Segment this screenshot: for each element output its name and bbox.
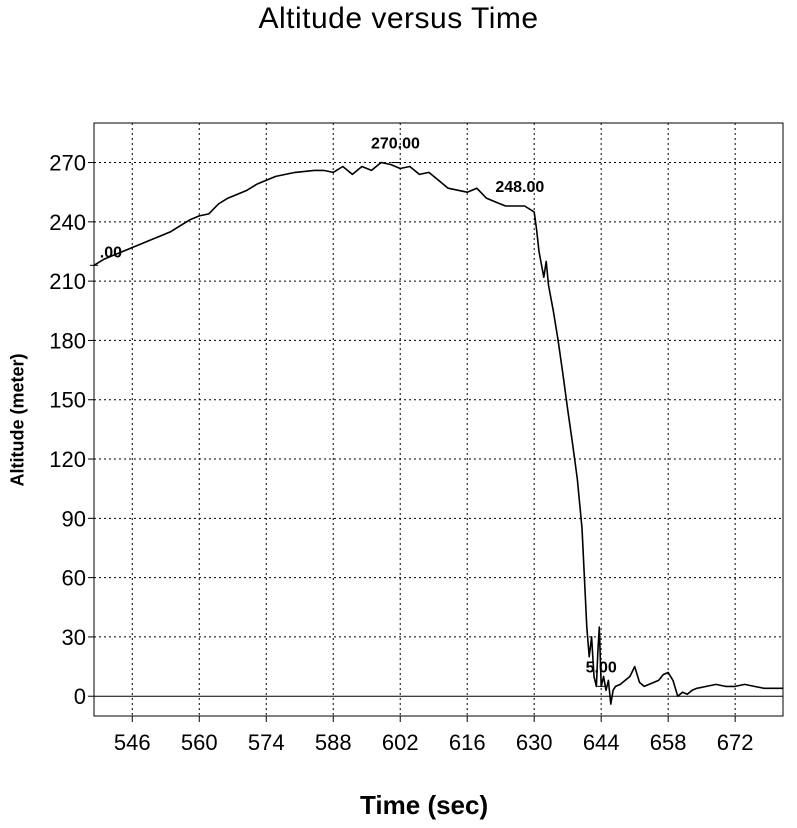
y-tick-label: 0 [74,684,86,709]
x-tick-label: 616 [449,730,486,755]
x-tick-label: 630 [516,730,553,755]
x-tick-label: 546 [114,730,151,755]
x-tick-label: 602 [382,730,419,755]
altitude-series-line [93,161,783,705]
annotations: .00 270.00 248.00 5.00 [90,136,617,687]
y-axis-ticks: 0 30 60 90 120 150 180 210 240 270 [49,151,94,709]
x-tick-label: 658 [650,730,687,755]
image-edge-mask [502,776,797,828]
x-tick-label: 574 [248,730,285,755]
x-tick-label: 588 [315,730,352,755]
x-tick-label: 560 [181,730,218,755]
data-label: .00 [100,244,122,261]
y-tick-label: 150 [49,388,86,413]
x-tick-label: 644 [583,730,620,755]
y-tick-label: 270 [49,151,86,176]
x-axis-ticks: 546 560 574 588 602 616 630 644 658 672 [114,716,754,755]
y-tick-label: 90 [62,506,86,531]
data-label: 5.00 [586,659,617,676]
x-tick-label: 672 [717,730,754,755]
y-tick-label: 30 [62,625,86,650]
y-tick-label: 120 [49,447,86,472]
y-axis-label: Altitude (meter) [7,353,28,487]
x-axis-label: Time (sec) [360,790,489,820]
y-tick-label: 210 [49,269,86,294]
plot-frame [93,122,784,717]
y-tick-label: 240 [49,210,86,235]
grid [94,123,783,716]
y-tick-label: 60 [62,566,86,591]
data-label: 248.00 [495,179,544,196]
chart-title: Altitude versus Time [258,2,539,35]
data-label: 270.00 [371,136,420,153]
y-tick-label: 180 [49,328,86,353]
